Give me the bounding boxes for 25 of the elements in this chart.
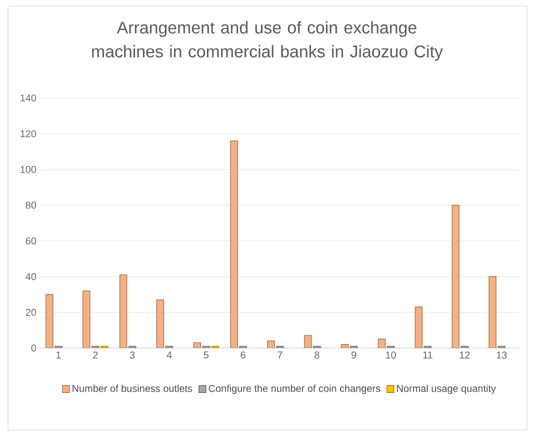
y-tick-label: 100	[20, 166, 36, 173]
chart-title: Arrangement and use of coin exchange machines in commercial banks in Jiaozuo City	[92, 21, 443, 61]
x-tick-label: 12	[460, 352, 470, 358]
legend-label: Normal usage quantity	[397, 384, 496, 394]
y-tick-label: 120	[20, 130, 36, 138]
x-tick-label: 3	[130, 352, 135, 359]
y-tick-label: 20	[26, 308, 36, 316]
x-tick-label: 6	[240, 352, 246, 359]
x-tick-label: 4	[166, 352, 172, 358]
legend-label: Configure the number of coin changers	[208, 384, 380, 394]
y-tick-label: 40	[26, 273, 36, 280]
x-tick-label: 2	[93, 352, 98, 358]
y-tick-label: 80	[26, 202, 36, 209]
x-tick-label: 10	[386, 352, 396, 359]
x-tick-label: 8	[314, 352, 320, 359]
y-tick-label: 140	[20, 94, 36, 102]
x-tick-label: 1	[56, 352, 61, 358]
x-tick-label: 13	[496, 352, 507, 359]
legend-label: Number of business outlets	[72, 384, 192, 392]
y-tick-label: 0	[31, 344, 36, 352]
x-tick-label: 9	[352, 352, 356, 359]
x-tick-label: 11	[423, 352, 432, 358]
x-tick-label: 7	[278, 352, 282, 358]
y-tick-label: 60	[26, 237, 36, 244]
x-tick-label: 5	[204, 352, 209, 358]
